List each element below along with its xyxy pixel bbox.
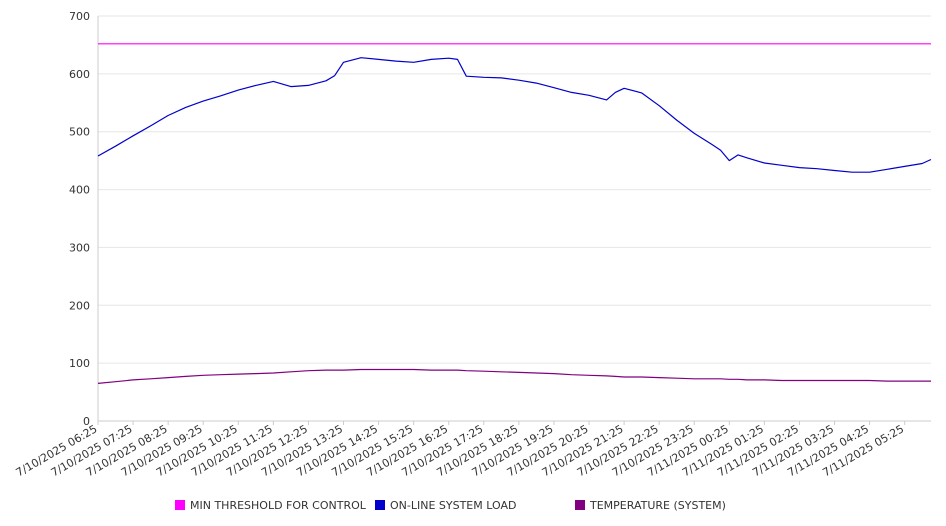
legend-item-system-load[interactable]: ON-LINE SYSTEM LOAD — [375, 497, 516, 513]
x-axis-ticks: 7/10/2025 06:257/10/2025 07:257/10/2025 … — [14, 421, 906, 479]
temperature-line — [97, 368, 931, 384]
legend-label-system-load: ON-LINE SYSTEM LOAD — [390, 498, 517, 512]
legend-item-temperature[interactable]: TEMPERATURE (SYSTEM) — [575, 497, 726, 513]
legend-label-temperature: TEMPERATURE (SYSTEM) — [590, 498, 726, 512]
y-tick-label: 0 — [83, 415, 90, 428]
y-tick-label: 500 — [69, 126, 90, 139]
y-axis-ticks: 0 100 200 300 400 500 600 700 — [69, 10, 90, 428]
legend-label-min-threshold: MIN THRESHOLD FOR CONTROL — [190, 498, 366, 512]
legend-swatch-min-threshold — [175, 500, 185, 510]
axes — [97, 16, 931, 422]
y-tick-label: 400 — [69, 184, 90, 197]
legend: MIN THRESHOLD FOR CONTROL ON-LINE SYSTEM… — [0, 497, 946, 515]
y-tick-label: 300 — [69, 241, 90, 254]
gridlines — [98, 15, 931, 422]
legend-item-min-threshold[interactable]: MIN THRESHOLD FOR CONTROL — [175, 497, 366, 513]
y-tick-label: 700 — [69, 10, 90, 23]
legend-swatch-temperature — [575, 500, 585, 510]
y-tick-label: 100 — [69, 357, 90, 370]
system-load-line — [97, 57, 932, 173]
y-tick-label: 600 — [69, 68, 90, 81]
series-lines — [97, 43, 932, 384]
y-tick-label: 200 — [69, 299, 90, 312]
legend-swatch-system-load — [375, 500, 385, 510]
